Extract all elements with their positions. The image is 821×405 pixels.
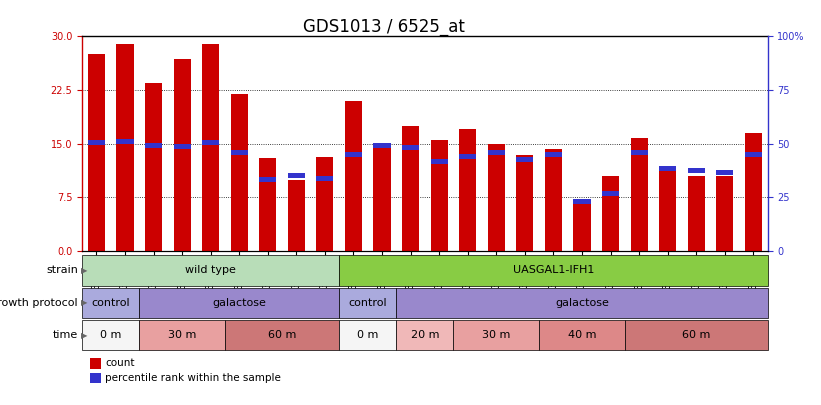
Bar [688,176,704,251]
Bar [231,150,248,155]
Text: galactose: galactose [213,298,266,308]
Bar [202,44,219,251]
Text: growth protocol: growth protocol [0,298,78,308]
Bar [488,144,505,251]
Bar [745,133,762,251]
Bar [339,320,397,350]
Bar [231,94,248,251]
Bar [516,154,534,251]
Bar [374,143,391,148]
Text: 30 m: 30 m [482,330,511,340]
Bar [573,200,590,251]
Bar [173,60,190,251]
Text: wild type: wild type [186,265,236,275]
Bar [145,143,162,148]
Text: 60 m: 60 m [268,330,296,340]
Bar [288,173,305,179]
Text: 40 m: 40 m [567,330,596,340]
Text: 0 m: 0 m [100,330,122,340]
Bar [88,54,105,251]
Bar [225,320,339,350]
Bar [339,288,397,318]
Bar [545,149,562,251]
Bar [573,198,590,204]
Text: ▶: ▶ [81,266,88,275]
Bar [459,154,476,159]
Text: control: control [91,298,130,308]
Text: 60 m: 60 m [682,330,710,340]
Bar [659,169,677,251]
Bar [659,166,677,171]
Bar [602,176,619,251]
Bar [430,140,447,251]
Bar [745,152,762,157]
Bar [453,320,539,350]
Bar [397,288,768,318]
Text: galactose: galactose [555,298,609,308]
Bar [688,168,704,173]
Bar [82,320,140,350]
Bar [459,130,476,251]
Bar [716,176,733,251]
Bar [397,320,453,350]
Text: ▶: ▶ [81,298,88,307]
Bar [625,320,768,350]
Text: count: count [105,358,135,369]
Bar [545,152,562,157]
Bar [88,140,105,145]
Bar [631,138,648,251]
Bar [602,191,619,196]
Text: ▶: ▶ [81,330,88,340]
Bar [430,159,447,164]
Text: 0 m: 0 m [357,330,378,340]
Bar [716,170,733,175]
Bar [259,158,277,251]
Bar [117,44,134,251]
Text: UASGAL1-IFH1: UASGAL1-IFH1 [513,265,594,275]
Text: strain: strain [46,265,78,275]
Text: 20 m: 20 m [410,330,439,340]
Bar [316,157,333,251]
Bar [402,145,420,150]
Bar [345,152,362,157]
Bar [82,255,339,286]
Text: control: control [348,298,387,308]
Bar [145,83,162,251]
Bar [316,176,333,181]
Bar [173,144,190,149]
Bar [345,101,362,251]
Bar [539,320,625,350]
Text: GDS1013 / 6525_at: GDS1013 / 6525_at [303,18,465,36]
Bar [82,288,140,318]
Bar [259,177,277,182]
Bar [516,157,534,162]
Bar [202,140,219,145]
Bar [374,144,391,251]
Bar [488,150,505,155]
Bar [288,179,305,251]
Text: 30 m: 30 m [167,330,196,340]
Text: percentile rank within the sample: percentile rank within the sample [105,373,281,383]
Text: time: time [53,330,78,340]
Bar [140,320,225,350]
Bar [339,255,768,286]
Bar [631,150,648,155]
Bar [402,126,420,251]
Bar [140,288,339,318]
Bar [117,139,134,144]
